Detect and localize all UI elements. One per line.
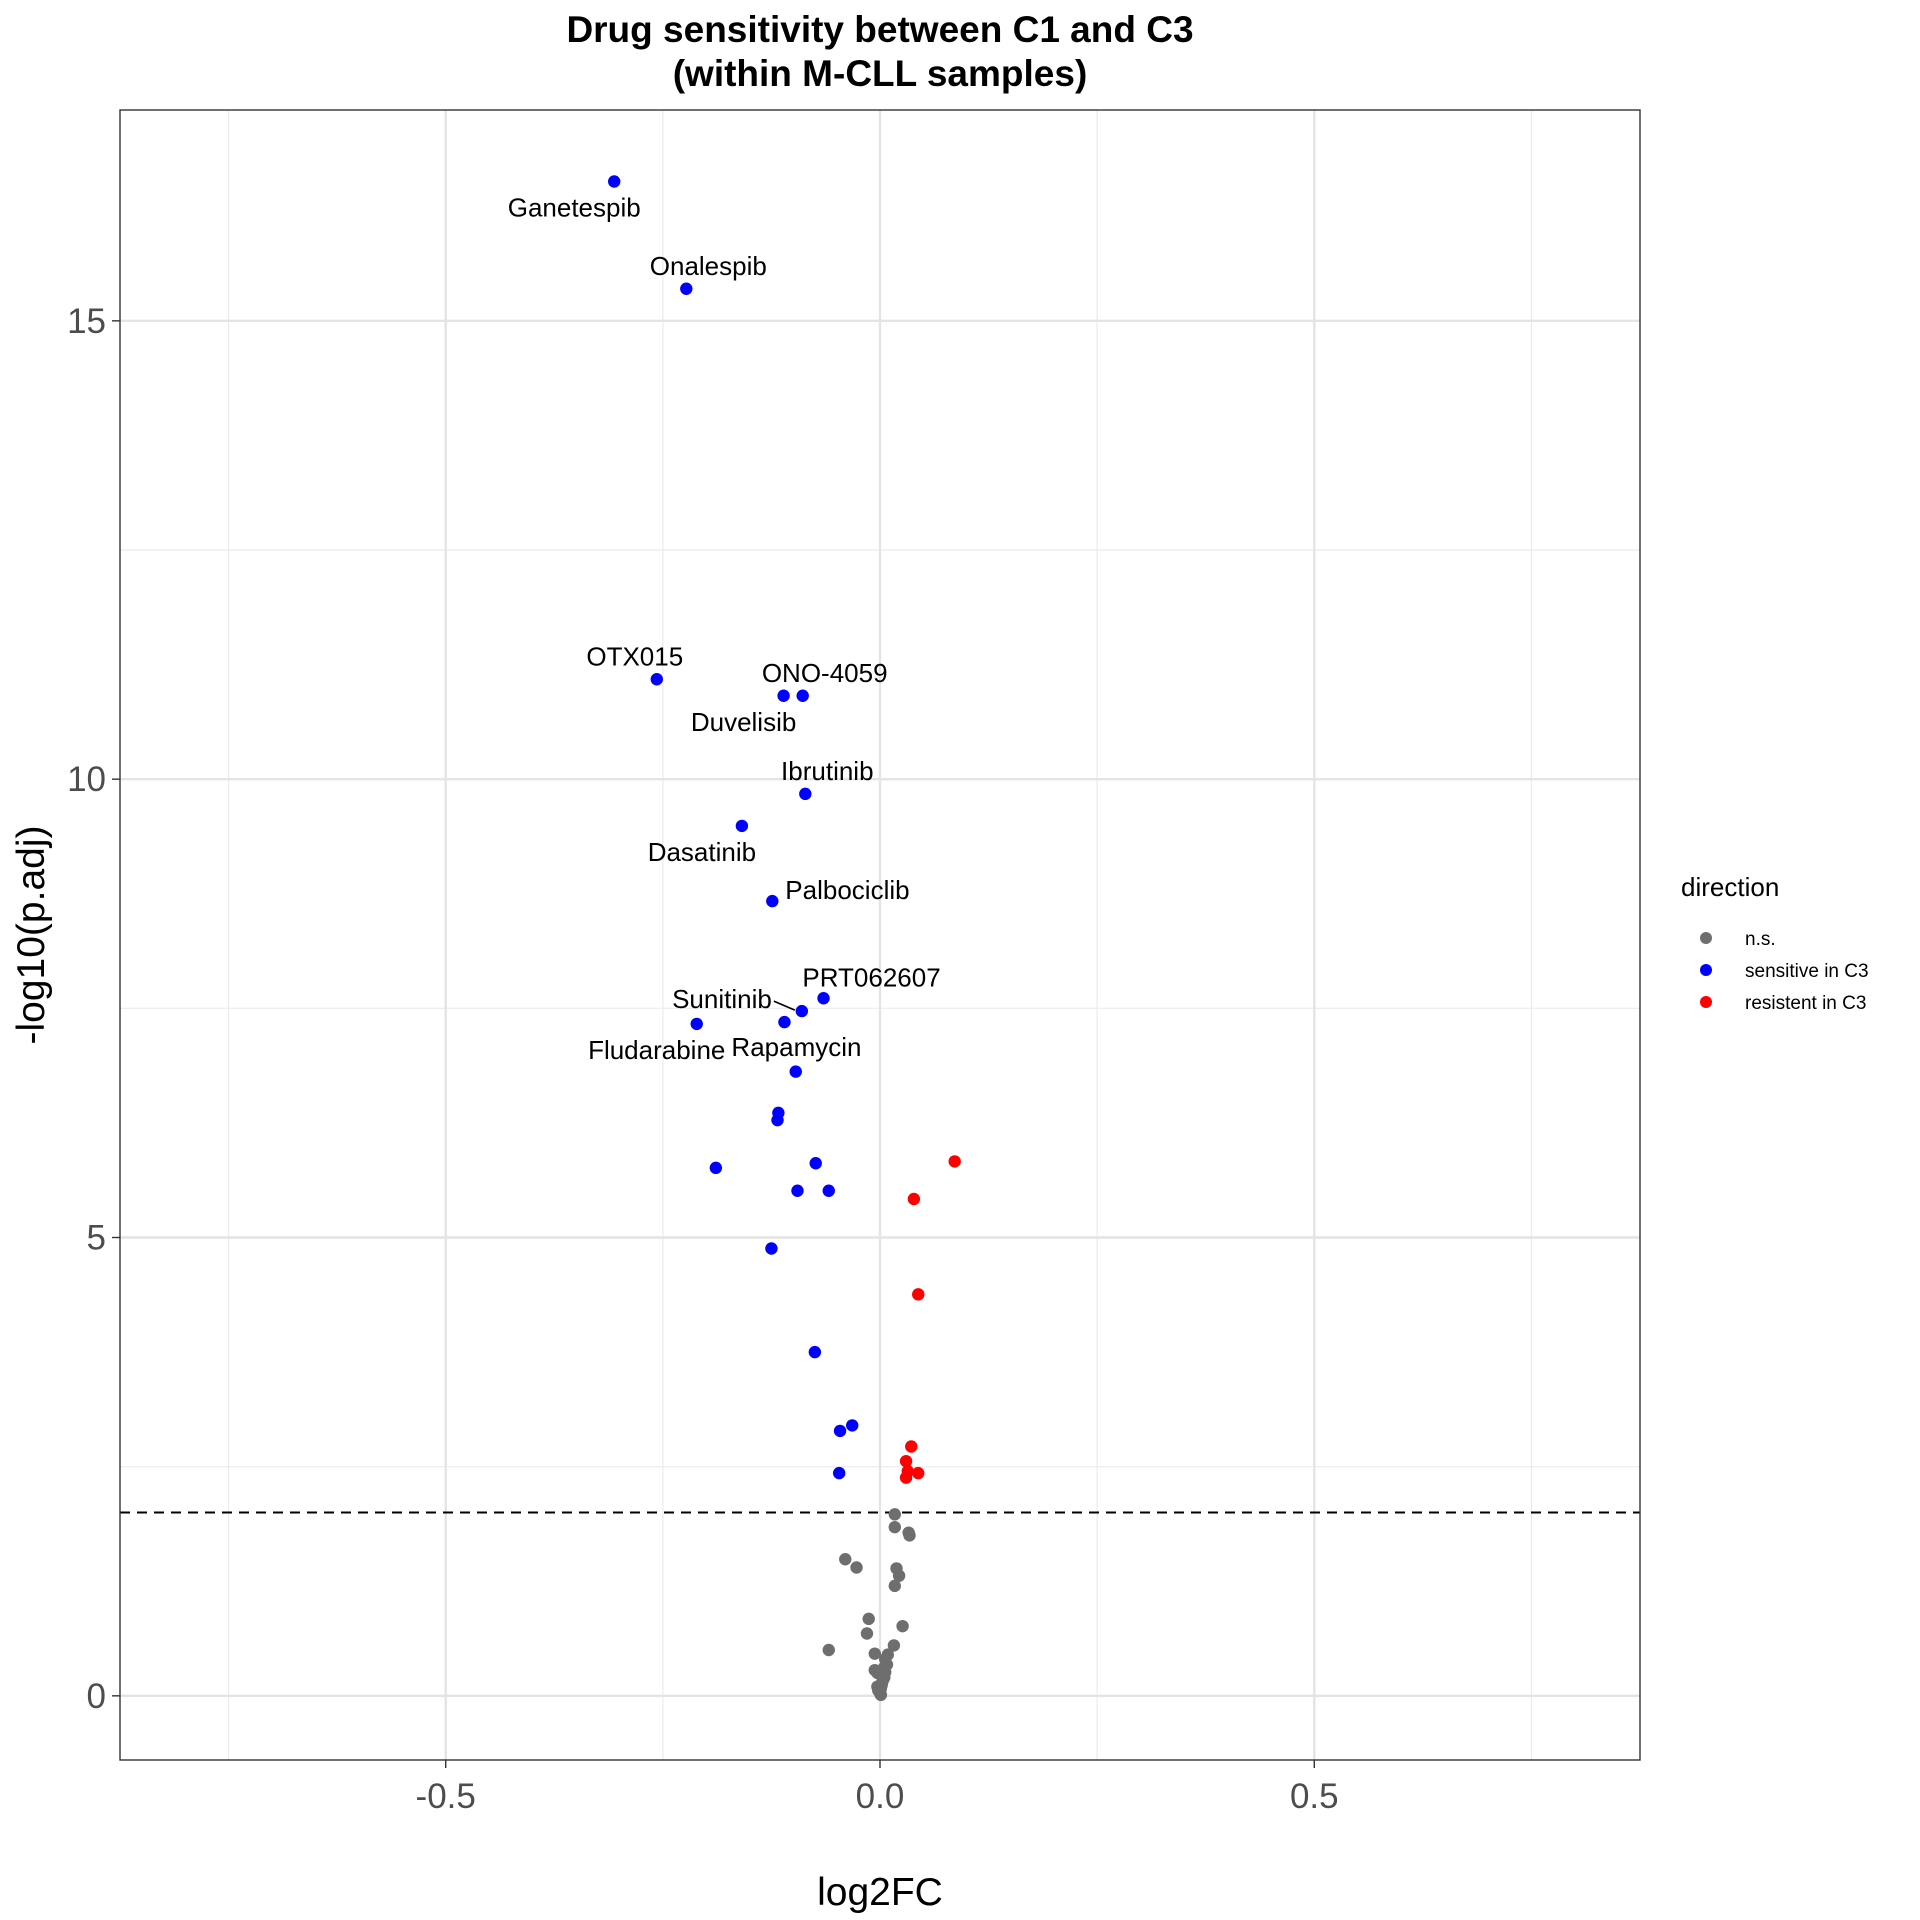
legend: direction n.s. sensitive in C3 resistent in…: [1681, 872, 1869, 1014]
data-point: [809, 1157, 822, 1170]
data-point: [777, 689, 790, 702]
data-point: [608, 175, 621, 188]
point-label: OTX015: [586, 641, 683, 671]
legend-key-sens: [1700, 964, 1712, 976]
x-tick-label: -0.5: [416, 1777, 476, 1816]
legend-label-ns: n.s.: [1745, 929, 1776, 950]
data-point: [868, 1647, 881, 1660]
data-point: [888, 1508, 901, 1521]
y-tick-label: 15: [67, 302, 106, 341]
label-leader-line: [773, 1000, 796, 1011]
data-point: [874, 1688, 888, 1702]
data-point: [795, 1004, 809, 1018]
y-tick-label: 10: [67, 760, 106, 799]
data-point: [860, 1627, 874, 1640]
y-tick-label: 0: [87, 1677, 106, 1716]
data-point: [832, 1466, 846, 1480]
point-label: Dasatinib: [648, 837, 756, 867]
data-point: [839, 1553, 852, 1566]
point-label: Onalespib: [650, 251, 767, 281]
data-point: [765, 1242, 778, 1255]
x-tick-label: 0.0: [856, 1777, 905, 1816]
data-point: [899, 1454, 913, 1468]
data-point: [899, 1471, 913, 1484]
grid-layer: [120, 110, 1640, 1760]
data-point: [833, 1424, 847, 1438]
data-point: [650, 673, 663, 686]
y-axis-title: -log10(p.adj): [10, 826, 53, 1045]
data-point: [791, 1184, 804, 1197]
data-point: [808, 1345, 822, 1359]
data-point: [887, 1639, 901, 1652]
point-label: Ibrutinib: [781, 756, 874, 786]
legend-label-res: resistent in C3: [1745, 993, 1866, 1014]
data-point: [796, 689, 809, 702]
chart-title-line-1: Drug sensitivity between C1 and C3: [566, 9, 1193, 50]
data-point: [771, 1113, 784, 1127]
data-point: [822, 1184, 835, 1197]
data-point: [862, 1612, 875, 1626]
data-point: [766, 894, 779, 908]
point-labels-layer: Ganetespib Onalespib OTX015 Duvelisib ONO-40…: [508, 193, 941, 1065]
point-label: Rapamycin: [731, 1032, 861, 1062]
point-label: Palbociclib: [785, 875, 909, 905]
data-point: [850, 1561, 863, 1574]
data-point: [846, 1419, 859, 1432]
y-tick-label: 5: [87, 1219, 106, 1258]
data-point: [888, 1579, 901, 1593]
data-point: [896, 1619, 909, 1633]
data-point: [888, 1520, 901, 1534]
legend-key-res: [1700, 996, 1712, 1008]
data-point: [680, 282, 693, 295]
data-point: [892, 1569, 906, 1582]
x-axis-title: log2FC: [817, 1871, 943, 1914]
axis-layer: -0.5 0.0 0.5 0 5 10 15: [67, 302, 1339, 1816]
point-label: Ganetespib: [508, 193, 641, 223]
data-point: [817, 992, 830, 1005]
data-point: [912, 1288, 925, 1301]
data-point: [735, 819, 749, 833]
data-point: [907, 1192, 921, 1206]
data-point: [948, 1155, 961, 1168]
legend-title: direction: [1681, 872, 1779, 902]
data-point: [709, 1161, 723, 1175]
point-label: Fludarabine: [588, 1035, 725, 1065]
data-point: [912, 1466, 925, 1480]
data-point: [903, 1529, 916, 1542]
chart-title-line-2: (within M-CLL samples): [673, 53, 1088, 94]
point-label: Duvelisib: [691, 707, 797, 737]
data-point: [789, 1065, 802, 1078]
x-tick-label: 0.5: [1290, 1777, 1339, 1816]
points-layer: [608, 175, 961, 1702]
legend-label-sens: sensitive in C3: [1745, 961, 1869, 982]
data-point: [822, 1643, 835, 1657]
data-point: [799, 787, 812, 801]
data-point: [690, 1017, 703, 1031]
point-label: Sunitinib: [672, 984, 772, 1014]
point-label: PRT062607: [802, 962, 940, 992]
data-point: [778, 1015, 791, 1029]
legend-key-ns: [1700, 932, 1712, 944]
point-label: ONO-4059: [762, 658, 888, 688]
data-point: [905, 1440, 918, 1453]
